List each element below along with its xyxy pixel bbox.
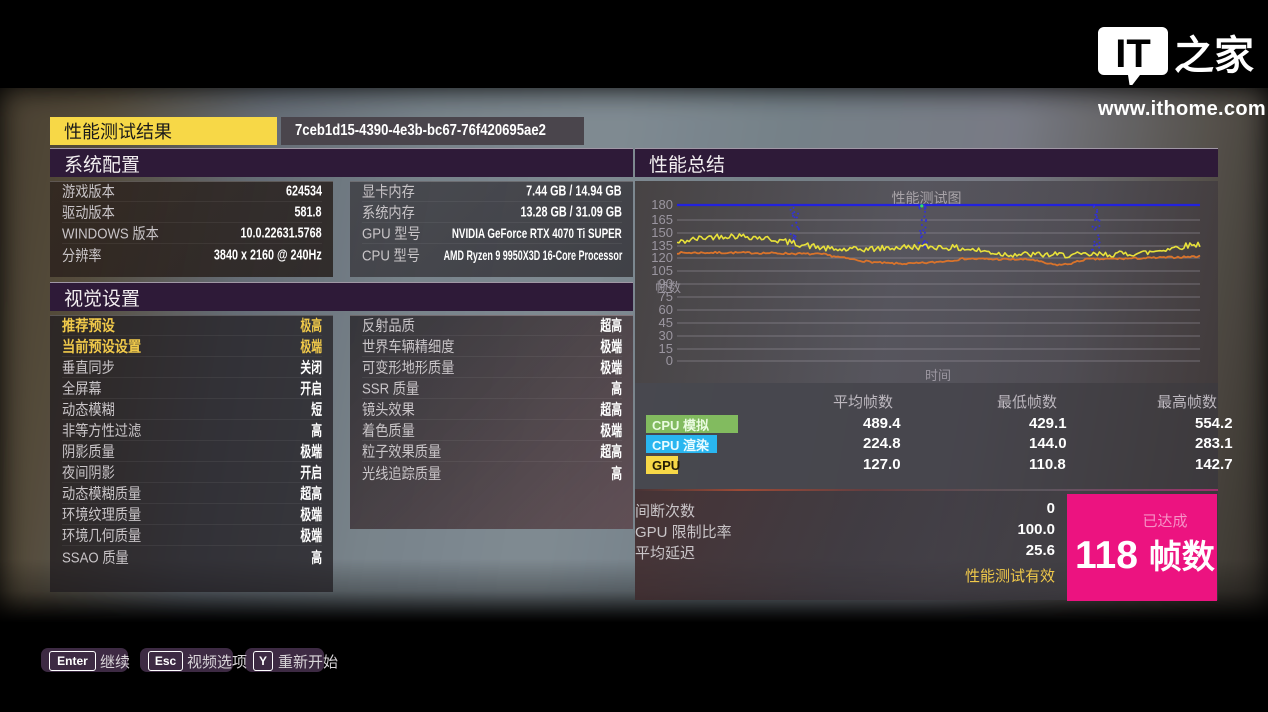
svg-text:180: 180	[651, 197, 673, 212]
svg-text:之家: 之家	[1174, 34, 1254, 78]
svg-text:帧数: 帧数	[655, 280, 681, 295]
svg-text:时间: 时间	[925, 368, 951, 383]
svg-text:0: 0	[666, 353, 673, 368]
svg-text:IT: IT	[1115, 32, 1151, 76]
